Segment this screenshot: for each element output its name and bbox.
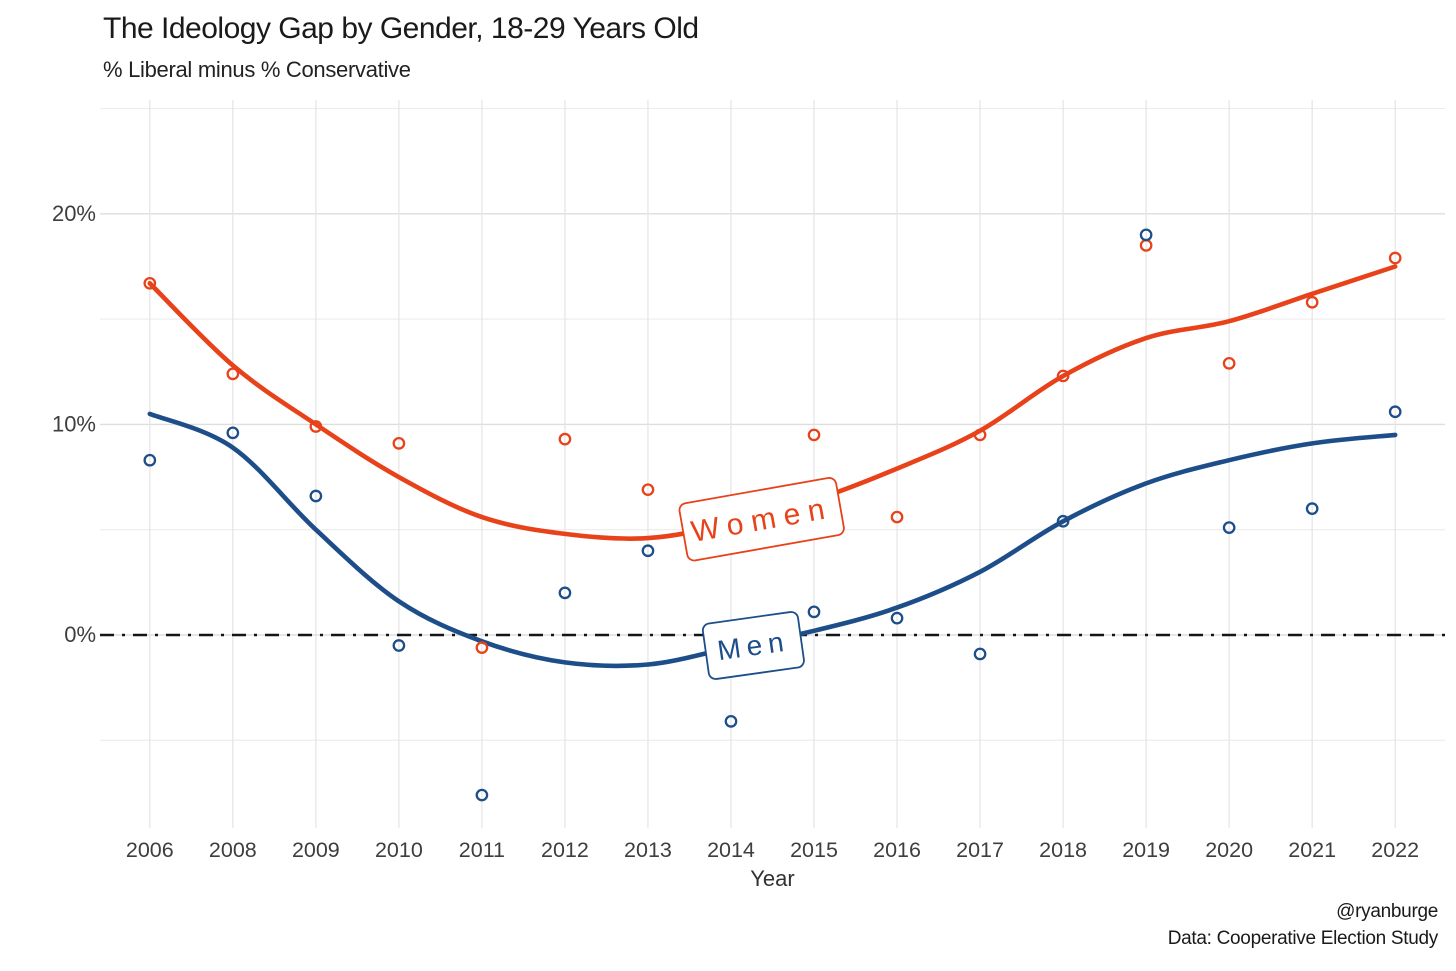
credit-source: Data: Cooperative Election Study [1167, 928, 1439, 949]
men-point-2006 [143, 453, 157, 467]
men-point-2022 [1388, 405, 1402, 419]
men-point-2011 [475, 788, 489, 802]
x-tick-2008: 2008 [209, 838, 257, 862]
men-point-2015 [807, 605, 821, 619]
x-tick-2012: 2012 [541, 838, 589, 862]
women-point-2015 [807, 428, 821, 442]
chart-title: The Ideology Gap by Gender, 18-29 Years … [103, 12, 699, 45]
women-point-2016 [890, 510, 904, 524]
x-axis-title: Year [750, 866, 795, 891]
x-tick-2022: 2022 [1371, 838, 1419, 862]
x-tick-2020: 2020 [1205, 838, 1253, 862]
x-tick-2009: 2009 [292, 838, 340, 862]
x-tick-2015: 2015 [790, 838, 838, 862]
women-point-2013 [641, 483, 655, 497]
women-point-2009 [309, 420, 323, 433]
x-tick-2006: 2006 [126, 838, 174, 862]
men-point-2018 [1056, 514, 1070, 528]
women-point-2008 [226, 367, 240, 381]
x-tick-2017: 2017 [956, 838, 1004, 862]
men-point-2021 [1305, 502, 1319, 515]
x-tick-2021: 2021 [1288, 838, 1336, 862]
x-tick-2016: 2016 [873, 838, 921, 862]
women-point-2011 [475, 641, 489, 654]
chart-subtitle: % Liberal minus % Conservative [103, 57, 411, 82]
men-label: Men [701, 611, 805, 680]
men-point-2019 [1139, 228, 1153, 242]
x-tick-2013: 2013 [624, 838, 672, 862]
women-point-2017 [973, 428, 987, 442]
men-points [143, 228, 1402, 802]
y-tick-20%: 20% [52, 201, 96, 226]
gridlines [100, 100, 1445, 828]
men-point-2009 [309, 489, 323, 503]
men-point-2017 [973, 647, 987, 661]
credit-handle: @ryanburge [1336, 901, 1438, 922]
men-point-2016 [890, 611, 904, 625]
axis-ticks: 0% 10% 20% 2006 2008 2009 2010 2011 2012 2013 2014… [52, 201, 1419, 862]
women-point-2006 [143, 276, 157, 290]
women-point-2022 [1388, 251, 1402, 265]
women-label: Women [678, 477, 845, 562]
x-tick-2011: 2011 [459, 838, 505, 862]
women-point-2020 [1222, 356, 1236, 370]
x-tick-2010: 2010 [375, 838, 423, 862]
men-point-2020 [1222, 521, 1236, 534]
y-tick-10%: 10% [52, 411, 96, 436]
men-point-2012 [558, 586, 572, 600]
women-point-2021 [1305, 295, 1319, 309]
x-tick-2014: 2014 [707, 838, 755, 862]
men-point-2008 [226, 426, 240, 440]
men-point-2014 [724, 714, 738, 728]
y-tick-0%: 0% [64, 622, 96, 647]
men-label-box [701, 611, 805, 680]
men-point-2010 [392, 639, 406, 652]
women-point-2010 [392, 437, 406, 450]
x-tick-2019: 2019 [1122, 838, 1170, 862]
x-tick-2018: 2018 [1039, 838, 1087, 862]
women-points [143, 239, 1402, 654]
women-point-2018 [1056, 369, 1070, 383]
women-label-box [678, 477, 845, 562]
men-point-2013 [641, 544, 655, 558]
women-point-2012 [558, 432, 572, 446]
